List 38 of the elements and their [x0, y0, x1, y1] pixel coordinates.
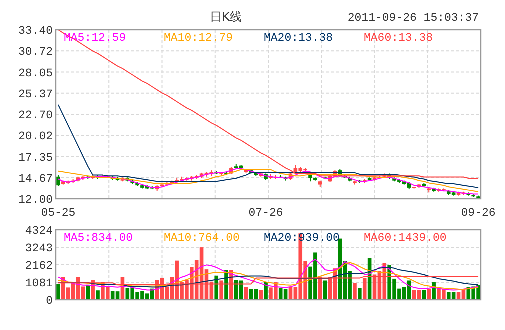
bar — [323, 280, 328, 300]
bar — [353, 283, 357, 300]
x-tick-label: 07-26 — [248, 207, 284, 220]
y-tick-label: 22.70 — [18, 110, 54, 122]
y-tick-label: 30.72 — [18, 46, 54, 60]
bar — [264, 282, 268, 300]
y-tick-label: 12.00 — [18, 194, 54, 207]
y-tick-label: 28.05 — [18, 67, 54, 80]
line-series — [58, 267, 480, 288]
bar — [259, 290, 263, 300]
text: MA5:834.00 — [64, 232, 134, 245]
text: MA10:764.00 — [164, 232, 240, 245]
y-tick-label: 25.37 — [18, 88, 53, 102]
candlestick — [56, 174, 60, 187]
line-series — [58, 104, 480, 188]
bar — [96, 290, 100, 300]
y-tick-label: 1081 — [25, 278, 54, 290]
y-tick-label: 3243 — [25, 242, 54, 256]
text: MA10:12.79 — [164, 32, 234, 45]
y-tick-label: 17.35 — [18, 152, 54, 165]
bar — [56, 284, 60, 300]
bar — [427, 289, 432, 300]
text: MA60:13.38 — [364, 32, 434, 45]
text: MA60:1439.00 — [364, 232, 447, 245]
chart-title: 日K线 — [210, 10, 242, 24]
bar — [358, 288, 362, 300]
x-tick-label: 09-26 — [461, 207, 496, 220]
bar — [86, 284, 90, 300]
y-tick-label: 0 — [46, 295, 54, 308]
y-tick-label: 4324 — [25, 225, 54, 238]
y-tick-label: 20.02 — [18, 130, 54, 144]
y-tick-label: 14.67 — [18, 172, 53, 186]
y-tick-label: 33.40 — [18, 25, 54, 38]
text: MA20:13.38 — [264, 32, 334, 45]
x-tick-label: 05-25 — [41, 207, 76, 220]
line-series — [58, 30, 480, 179]
chart-subtitle: 2011-09-26 15:03:37 — [348, 12, 479, 25]
y-tick-label: 2162 — [25, 260, 54, 273]
